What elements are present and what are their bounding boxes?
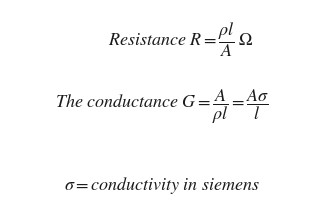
Text: $\mathit{Resistance}\ \mathit{R} = \dfrac{\rho l}{A}\ \Omega$: $\mathit{Resistance}\ \mathit{R} = \dfra…	[109, 20, 254, 59]
Text: $\mathit{\sigma = conductivity\ in\ siemens}$: $\mathit{\sigma = conductivity\ in\ siem…	[64, 175, 260, 196]
Text: $\mathit{The\ conductance}\ \mathit{G} = \dfrac{A}{\rho l} = \dfrac{A\sigma}{l}$: $\mathit{The\ conductance}\ \mathit{G} =…	[55, 88, 269, 126]
